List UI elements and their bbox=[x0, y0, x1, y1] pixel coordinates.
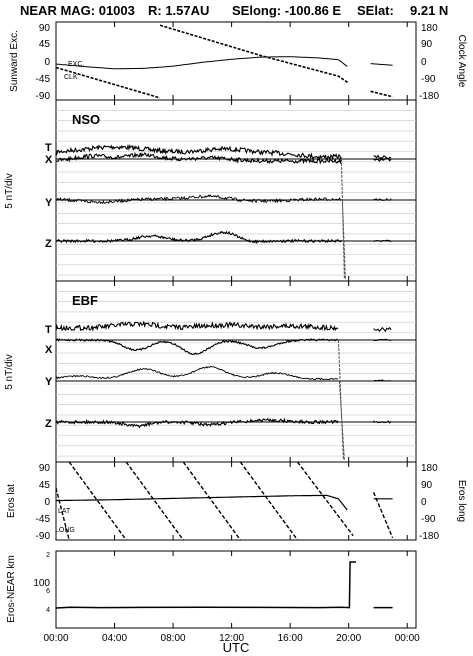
x-tick-label: 00:00 bbox=[43, 633, 68, 644]
panel-ebf-frame bbox=[55, 280, 417, 463]
ebf-label-x: X bbox=[45, 344, 53, 356]
nso-label-t: T bbox=[45, 142, 52, 154]
nso-trace-x bbox=[55, 151, 392, 165]
range-line bbox=[55, 561, 393, 609]
eros-ytick-neg90: -90 bbox=[36, 531, 51, 542]
ebf-trace-t bbox=[55, 320, 392, 333]
ebf-label-y: Y bbox=[45, 376, 53, 388]
ebf-label-z: Z bbox=[45, 418, 52, 430]
x-tick-label: 08:00 bbox=[161, 633, 186, 644]
eros-ytick-right-neg90: -90 bbox=[421, 514, 436, 525]
nso-panel-label: NSO bbox=[72, 112, 100, 127]
nso-trace-z bbox=[55, 230, 392, 245]
header-selat: SElat: bbox=[357, 3, 394, 18]
eros-panel: 90 45 0 -45 -90 180 90 0 -90 -180 Eros l… bbox=[6, 461, 467, 542]
x-tick-label: 00:00 bbox=[395, 633, 420, 644]
eros-ytick-right-neg180: -180 bbox=[419, 531, 439, 542]
header-selat-value: 9.21 N bbox=[410, 3, 448, 18]
panel-eros-frame bbox=[55, 461, 417, 541]
nso-label-x: X bbox=[45, 154, 53, 166]
sunward-ytick-right-neg90: -90 bbox=[421, 74, 436, 85]
sunward-ylabel-right: Clock Angle bbox=[456, 35, 467, 88]
sunward-legend-clk: CLK bbox=[64, 74, 78, 81]
x-axis-label: UTC bbox=[223, 640, 250, 655]
panel-gridlines bbox=[56, 110, 416, 457]
eros-legend-long: LONG bbox=[55, 527, 75, 534]
range-ytick-4: 4 bbox=[46, 607, 50, 614]
nso-label-y: Y bbox=[45, 197, 53, 209]
eros-ylabel-right: Eros long bbox=[456, 480, 467, 522]
nso-label-z: Z bbox=[45, 238, 52, 250]
sunward-ytick-right-0: 0 bbox=[421, 57, 427, 68]
x-axis: 00:00 04:00 08:00 12:00 16:00 20:00 00:00 bbox=[43, 22, 420, 644]
ebf-panel: EBF 5 nT/div T X Y Z bbox=[4, 293, 416, 461]
range-ytick-100: 100 bbox=[33, 578, 50, 589]
eros-ytick-right-0: 0 bbox=[421, 497, 427, 508]
panel-sunward-frame bbox=[55, 21, 417, 101]
x-tick-label: 12:00 bbox=[219, 633, 244, 644]
eros-long-line bbox=[55, 461, 394, 541]
nso-dropout-lines bbox=[340, 158, 346, 280]
sunward-legend-exc: EXC. bbox=[68, 61, 84, 68]
ebf-trace-x bbox=[55, 338, 392, 356]
panel-nso-frame bbox=[55, 99, 417, 282]
eros-ytick-right-180: 180 bbox=[421, 463, 438, 474]
range-ytick-2: 2 bbox=[46, 552, 50, 559]
eros-ylabel: Eros lat bbox=[6, 484, 17, 518]
x-tick-label: 16:00 bbox=[278, 633, 303, 644]
sunward-ytick-neg90: -90 bbox=[36, 91, 51, 102]
ebf-dropout-lines bbox=[337, 339, 345, 461]
eros-ytick-neg45: -45 bbox=[36, 514, 51, 525]
x-tick-label: 20:00 bbox=[336, 633, 361, 644]
panel-range-frame bbox=[55, 550, 417, 629]
sunward-ytick-45: 45 bbox=[39, 39, 51, 50]
header-mission: NEAR MAG: 01003 bbox=[20, 3, 135, 18]
x-tick-label: 04:00 bbox=[102, 633, 127, 644]
nso-ylabel: 5 nT/div bbox=[4, 173, 15, 209]
header-radius: R: 1.57AU bbox=[148, 3, 209, 18]
range-ytick-6: 6 bbox=[46, 588, 50, 595]
range-ylabel: Eros-NEAR km bbox=[6, 555, 17, 623]
ebf-ylabel: 5 nT/div bbox=[4, 354, 15, 390]
sunward-ylabel: Sunward Exc. bbox=[9, 30, 20, 92]
eros-ytick-0: 0 bbox=[44, 497, 50, 508]
sunward-ytick-right-90: 90 bbox=[421, 39, 433, 50]
sunward-ytick-right-neg180: -180 bbox=[419, 91, 439, 102]
eros-legend-lat: LAT bbox=[58, 508, 71, 515]
nso-trace-y bbox=[55, 194, 392, 205]
ebf-panel-label: EBF bbox=[72, 293, 98, 308]
sunward-ytick-neg45: -45 bbox=[36, 74, 51, 85]
ebf-label-t: T bbox=[45, 324, 52, 336]
range-panel: 100 2 6 4 Eros-NEAR km bbox=[6, 552, 393, 623]
nso-panel: NSO 5 nT/div T X Y Z bbox=[4, 112, 416, 280]
ebf-trace-z bbox=[55, 417, 392, 429]
sunward-panel: 90 45 0 -45 -90 180 90 0 -90 -180 Sunwar… bbox=[9, 23, 467, 102]
ebf-trace-y bbox=[55, 365, 392, 382]
header-selong: SElong: -100.86 E bbox=[232, 3, 341, 18]
sunward-ytick-right-180: 180 bbox=[421, 23, 438, 34]
sunward-ytick-0: 0 bbox=[44, 57, 50, 68]
eros-lat-line bbox=[55, 494, 393, 511]
sunward-clock-line bbox=[55, 24, 393, 99]
eros-ytick-45: 45 bbox=[39, 480, 51, 491]
sunward-ytick-90: 90 bbox=[39, 23, 51, 34]
eros-ytick-right-90: 90 bbox=[421, 480, 433, 491]
sunward-exc-line bbox=[55, 56, 393, 70]
eros-ytick-90: 90 bbox=[39, 463, 51, 474]
